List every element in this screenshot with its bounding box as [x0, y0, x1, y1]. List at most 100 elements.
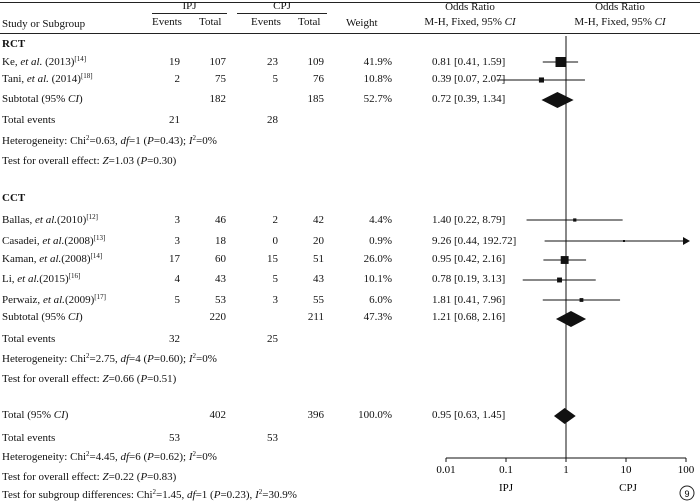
- overall-effect-all: Test for overall effect: Z=0.22 (P=0.83): [2, 471, 177, 483]
- total-weight: 100.0%: [358, 409, 392, 421]
- pooled-diamond: [555, 311, 587, 327]
- heterogeneity-rct: Heterogeneity: Chi2=0.63, df=1 (P=0.43);…: [2, 134, 217, 147]
- odds-ratio-ci: 1.81 [0.41, 7.96]: [432, 294, 506, 306]
- weight: 10.8%: [363, 73, 392, 85]
- total-cpj: 109: [307, 56, 325, 68]
- total-ipj: 75: [215, 73, 226, 85]
- group-label-rct: RCT: [2, 38, 26, 50]
- odds-ratio-ci: 1.40 [0.22, 8.79]: [432, 214, 506, 226]
- header-cpj-total: Total: [298, 16, 321, 28]
- subtotal-ipj: 220: [209, 311, 227, 323]
- subtotal-weight: 47.3%: [363, 311, 392, 323]
- overall-effect-cct: Test for overall effect: Z=0.66 (P=0.51): [2, 373, 177, 385]
- total-events-ipj-all: 53: [169, 432, 180, 444]
- overall-effect-rct: Test for overall effect: Z=1.03 (P=0.30): [2, 155, 177, 167]
- events-ipj: 3: [174, 214, 181, 226]
- total-ipj: 402: [209, 409, 227, 421]
- study-name: Li, et al.(2015)[16]: [2, 272, 81, 285]
- events-cpj: 15: [267, 253, 278, 265]
- study-name: Perwaiz, et al.(2009)[17]: [2, 293, 106, 306]
- header-or-method: M-H, Fixed, 95% CI: [424, 16, 516, 28]
- total-events-cpj-cct: 25: [267, 333, 278, 345]
- figure-number-badge: 9: [679, 485, 695, 501]
- total-cpj: 55: [313, 294, 324, 306]
- total-cpj: 42: [313, 214, 324, 226]
- events-cpj: 2: [272, 214, 279, 226]
- favours-right-label: CPJ: [619, 482, 637, 494]
- total-cpj: 396: [307, 409, 325, 421]
- weight: 26.0%: [363, 253, 392, 265]
- weight: 4.4%: [369, 214, 392, 226]
- figure-number: 9: [684, 489, 689, 499]
- total-ipj: 18: [215, 235, 226, 247]
- group-label-cct: CCT: [2, 192, 26, 204]
- odds-ratio-ci: 0.81 [0.41, 1.59]: [432, 56, 506, 68]
- odds-ratio-ci: 9.26 [0.44, 192.72]: [432, 235, 517, 247]
- total-events-label-cct: Total events: [2, 333, 56, 345]
- subtotal-label: Subtotal (95% CI): [2, 93, 83, 105]
- x-axis-tick-label: 0.1: [499, 464, 513, 476]
- heterogeneity-cct: Heterogeneity: Chi2=2.75, df=4 (P=0.60);…: [2, 352, 217, 365]
- total-events-label-all: Total events: [2, 432, 56, 444]
- header-ipj-total: Total: [199, 16, 222, 28]
- total-cpj: 76: [313, 73, 324, 85]
- study-square: [560, 256, 569, 264]
- pooled-diamond: [541, 92, 574, 108]
- study-square: [579, 298, 584, 302]
- events-ipj: 19: [169, 56, 180, 68]
- events-cpj: 5: [272, 73, 279, 85]
- events-ipj: 2: [174, 73, 181, 85]
- study-square: [555, 57, 566, 67]
- header-plot-col: Odds Ratio: [595, 1, 645, 13]
- total-events-ipj-rct: 21: [169, 114, 180, 126]
- header-or-col: Odds Ratio: [445, 1, 495, 13]
- subtotal-ipj: 182: [209, 93, 227, 105]
- events-cpj: 23: [267, 56, 278, 68]
- total-events-ipj-cct: 32: [169, 333, 180, 345]
- study-name: Kaman, et al.(2008)[14]: [2, 252, 103, 265]
- ipj-group-rule: [152, 13, 227, 14]
- events-ipj: 4: [174, 273, 181, 285]
- total-cpj: 20: [313, 235, 324, 247]
- header-top-rule: [0, 2, 700, 3]
- pooled-diamond: [553, 408, 576, 424]
- x-axis-tick-label: 0.01: [436, 464, 455, 476]
- study-square: [622, 240, 625, 242]
- subtotal-ci: 1.21 [0.68, 2.16]: [432, 311, 506, 323]
- subtotal-weight: 52.7%: [363, 93, 392, 105]
- events-cpj: 5: [272, 273, 279, 285]
- study-name: Casadei, et al.(2008)[13]: [2, 234, 106, 247]
- odds-ratio-ci: 0.39 [0.07, 2.07]: [432, 73, 506, 85]
- total-ipj: 53: [215, 294, 226, 306]
- header-cpj-events: Events: [251, 16, 281, 28]
- study-square: [573, 218, 577, 222]
- total-ci: 0.95 [0.63, 1.45]: [432, 409, 506, 421]
- subtotal-cpj: 185: [307, 93, 325, 105]
- ci-arrow: [683, 237, 690, 245]
- x-axis-tick-label: 1: [563, 464, 569, 476]
- study-square: [557, 277, 562, 283]
- total-ipj: 46: [215, 214, 226, 226]
- favours-left-label: IPJ: [499, 482, 514, 494]
- header-study: Study or Subgroup: [2, 18, 86, 30]
- events-ipj: 5: [174, 294, 181, 306]
- total-ipj: 60: [215, 253, 226, 265]
- total-cpj: 43: [313, 273, 324, 285]
- total-events-label-rct: Total events: [2, 114, 56, 126]
- x-axis-tick-label: 100: [678, 464, 695, 476]
- study-square: [538, 77, 545, 83]
- study-name: Tani, et al. (2014)[18]: [2, 72, 93, 85]
- events-cpj: 3: [272, 294, 279, 306]
- cpj-group-rule: [237, 13, 327, 14]
- study-name: Ballas, et al.(2010)[12]: [2, 213, 98, 226]
- odds-ratio-ci: 0.78 [0.19, 3.13]: [432, 273, 506, 285]
- weight: 10.1%: [363, 273, 392, 285]
- header-ipj-events: Events: [152, 16, 182, 28]
- total-cpj: 51: [313, 253, 324, 265]
- study-name: Ke, et al. (2013)[14]: [2, 55, 87, 68]
- events-ipj: 3: [174, 235, 181, 247]
- header-weight: Weight: [346, 17, 378, 29]
- header-ipj: IPJ: [182, 0, 197, 12]
- total-label: Total (95% CI): [2, 409, 69, 421]
- header-bottom-rule: [0, 33, 700, 34]
